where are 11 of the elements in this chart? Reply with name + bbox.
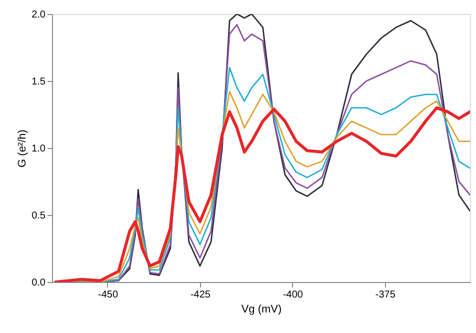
- y-axis-title: G (e²/h): [16, 130, 29, 168]
- x-axis-title: Vg (mV): [241, 304, 282, 316]
- y-tick-label: 1.5: [32, 76, 46, 88]
- x-tick-label: -400: [282, 290, 304, 300]
- y-tick-label: 1.0: [32, 144, 46, 154]
- y-tick-label: 2.0: [32, 10, 46, 20]
- y-tick-label: 0.5: [32, 210, 46, 222]
- x-tick-label: -375: [375, 290, 396, 300]
- x-tick-label: -425: [190, 290, 211, 300]
- y-tick-label: 0.0: [32, 278, 46, 288]
- x-tick-label: -450: [98, 290, 118, 300]
